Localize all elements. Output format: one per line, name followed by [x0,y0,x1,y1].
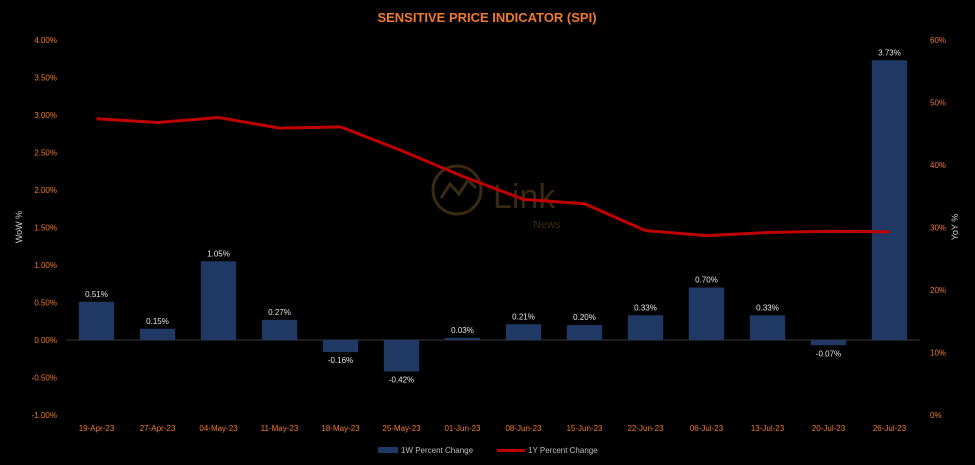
bars-group [78,60,908,372]
wow-bar [383,340,420,372]
x-tick-label: 11-May-23 [261,424,299,433]
wow-data-label: 0.20% [573,313,596,322]
right-tick-label: 10% [930,349,946,358]
wow-bar [444,337,481,340]
x-tick-label: 15-Jun-23 [566,424,603,433]
right-tick-label: 40% [930,161,946,170]
legend: 1W Percent Change 1Y Percent Change [378,446,598,455]
legend-swatch-wow [378,447,398,453]
left-axis-ticks: 4.00% 3.50% 3.00% 2.50% 2.00% 1.50% 1.00% 0.50%… [32,36,57,420]
wow-bar [810,340,847,346]
wow-data-label: 3.73% [878,48,901,57]
right-axis-ticks: 60% 50% 40% 30% 20% 10% 0% [930,36,946,420]
left-tick-label: 2.50% [34,149,57,158]
watermark-logo-circle [431,164,483,216]
yoy-line-group [96,116,890,238]
left-tick-label: 0.00% [34,336,57,345]
x-tick-label: 25-May-23 [382,424,421,433]
x-tick-label: 20-Jul-23 [812,424,846,433]
x-tick-label: 01-Jun-23 [444,424,481,433]
wow-bar [139,328,176,340]
wow-data-label: 0.33% [756,303,779,312]
link-news-watermark: Link News [431,164,561,231]
x-tick-label: 19-Apr-23 [79,424,115,433]
wow-data-label: 0.21% [512,312,535,321]
left-tick-label: 1.00% [34,261,57,270]
wow-data-label: 0.51% [85,290,108,299]
wow-data-label: -0.16% [328,356,353,365]
x-tick-label: 04-May-23 [199,424,238,433]
legend-label-wow: 1W Percent Change [401,446,474,455]
legend-label-yoy: 1Y Percent Change [528,446,598,455]
legend-swatch-yoy [497,449,525,452]
left-tick-label: 4.00% [34,36,57,45]
wow-bar [871,60,908,340]
watermark-brand: Link [493,178,556,216]
wow-data-label: -0.07% [816,349,841,358]
right-tick-label: 20% [930,286,946,295]
wow-data-label: 1.05% [207,249,230,258]
wow-data-label: 0.33% [634,303,657,312]
wow-bar [322,340,359,352]
wow-bar [200,261,237,340]
right-tick-label: 60% [930,36,946,45]
x-tick-label: 22-Jun-23 [627,424,664,433]
left-tick-label: 0.50% [34,299,57,308]
watermark-logo-chart-icon [439,177,478,199]
right-tick-label: 30% [930,224,946,233]
wow-bar [505,324,542,340]
left-tick-label: -1.00% [32,411,57,420]
right-tick-label: 0% [930,411,942,420]
wow-bar [566,325,603,340]
wow-bar [749,315,786,340]
y-right-axis-title: YoY % [950,214,960,241]
x-tick-label: 27-Apr-23 [140,424,176,433]
wow-data-label: -0.42% [389,376,414,385]
left-tick-label: 3.50% [34,74,57,83]
x-tick-label: 26-Jul-23 [873,424,907,433]
x-tick-label: 18-May-23 [321,424,360,433]
wow-data-label: 0.03% [451,326,474,335]
right-tick-label: 50% [930,99,946,108]
left-tick-label: -0.50% [32,374,57,383]
chart-title: SENSITIVE PRICE INDICATOR (SPI) [377,10,596,25]
bar-labels-group: 0.51% 0.15% 1.05% 0.27% -0.16% -0.42% 0.03% 0.2… [85,48,901,384]
left-tick-label: 2.00% [34,186,57,195]
watermark-sub: News [533,219,561,231]
wow-data-label: 0.15% [146,317,169,326]
wow-bar [261,319,298,340]
left-tick-label: 1.50% [34,224,57,233]
wow-data-label: 0.70% [695,276,718,285]
x-axis-ticks: 19-Apr-23 27-Apr-23 04-May-23 11-May-23 18-M… [79,424,907,433]
wow-data-label: 0.27% [268,308,291,317]
wow-bar [78,301,115,340]
x-tick-label: 06-Jul-23 [690,424,724,433]
yoy-line [96,116,890,238]
x-tick-label: 08-Jun-23 [505,424,542,433]
wow-bar [688,287,725,340]
y-left-axis-title: WoW % [14,211,24,243]
left-tick-label: 3.00% [34,111,57,120]
wow-bar [627,315,664,340]
x-tick-label: 13-Jul-23 [751,424,785,433]
